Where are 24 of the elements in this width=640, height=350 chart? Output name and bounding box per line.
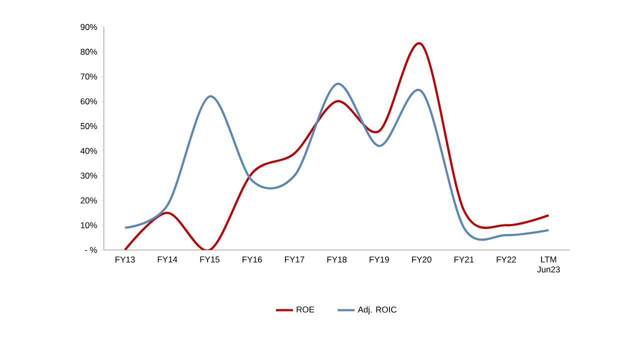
y-tick-label: 60% <box>80 98 97 104</box>
y-tick-label: 90% <box>80 24 97 30</box>
y-tick-label: 40% <box>80 148 97 154</box>
legend-label: ROE <box>296 306 314 312</box>
x-tick-label: LTM Jun23 <box>537 256 560 272</box>
x-tick-label: FY18 <box>327 256 347 263</box>
x-tick-label: FY14 <box>158 256 178 262</box>
x-tick-label: FY17 <box>284 256 304 262</box>
x-tick-label: FY19 <box>370 256 389 263</box>
x-tick-label: FY13 <box>116 256 135 263</box>
y-tick-label: 30% <box>80 172 97 179</box>
x-tick-label: FY16 <box>242 256 262 263</box>
y-tick-label: 80% <box>80 48 97 55</box>
y-tick-label: - % <box>84 247 97 253</box>
y-tick-label: 20% <box>80 197 97 204</box>
y-tick-label: 10% <box>80 222 97 228</box>
x-tick-label: FY15 <box>200 256 220 262</box>
x-tick-label: FY22 <box>496 256 516 262</box>
y-tick-label: 70% <box>80 74 97 80</box>
x-tick-label: FY20 <box>412 256 432 263</box>
x-tick-label: FY21 <box>454 256 474 262</box>
line-series <box>124 43 550 250</box>
legend-label: Adj. ROIC <box>358 306 396 314</box>
y-tick-label: 50% <box>80 123 97 130</box>
